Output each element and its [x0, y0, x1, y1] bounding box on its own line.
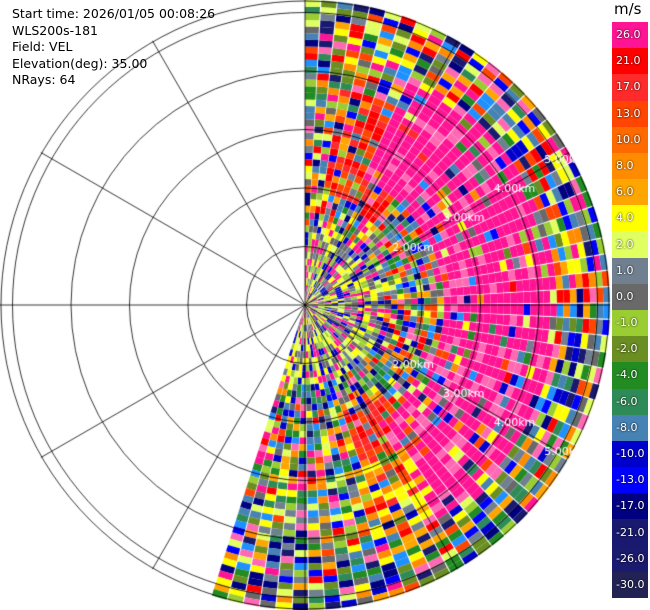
colorbar-tick-label: -6.0 [616, 394, 638, 408]
colorbar-swatch [612, 74, 648, 102]
colorbar-swatch [612, 205, 648, 232]
colorbar-tick-label: 4.0 [616, 211, 634, 225]
colorbar-swatch [612, 22, 648, 49]
colorbar-swatch [612, 283, 648, 311]
colorbar-tick-label: -17.0 [616, 499, 645, 513]
field-text: Field: VEL [12, 39, 73, 54]
colorbar-tick-label: -1.0 [616, 316, 638, 330]
colorbar-swatch [612, 545, 648, 573]
colorbar-tick-label: 0.0 [616, 289, 634, 303]
colorbar-tick-label: -10.0 [616, 447, 645, 460]
colorbar-tick-label: 26.0 [616, 28, 641, 42]
colorbar-tick-label: -2.0 [616, 342, 638, 356]
colorbar-tick-label: -4.0 [616, 368, 638, 382]
colorbar-swatch [612, 440, 648, 468]
colorbar-swatch [612, 467, 648, 494]
colorbar-swatch [612, 571, 648, 599]
start-time-text: Start time: 2026/01/05 00:08:26 [12, 6, 216, 21]
colorbar-swatch [612, 388, 648, 416]
colorbar-tick-label: 2.0 [616, 237, 634, 251]
colorbar-swatch [612, 152, 648, 180]
colorbar-unit: m/s [614, 0, 642, 18]
colorbar-swatch [612, 493, 648, 520]
colorbar-swatch [612, 48, 648, 75]
colorbar-tick-label: 21.0 [616, 54, 641, 68]
colorbar-swatch [612, 310, 648, 337]
colorbar-tick-label: 1.0 [616, 263, 634, 277]
colorbar-swatch [612, 126, 648, 154]
colorbar-tick-label: 8.0 [616, 159, 634, 172]
colorbar-swatch [612, 257, 648, 285]
nrays-text: NRays: 64 [12, 72, 76, 87]
colorbar-tick-label: -30.0 [616, 577, 645, 591]
plot-metadata: Start time: 2026/01/05 00:08:26 WLS200s-… [12, 6, 215, 89]
colorbar-tick-label: -21.0 [616, 525, 645, 539]
colorbar-tick-label: -8.0 [616, 420, 638, 434]
colorbar-tick-label: 17.0 [616, 80, 641, 94]
colorbar-swatch [612, 336, 648, 363]
colorbar-tick-label: 13.0 [616, 106, 641, 120]
colorbar-tick-label: 6.0 [616, 185, 634, 199]
elevation-text: Elevation(deg): 35.00 [12, 55, 148, 71]
colorbar-swatch [612, 519, 648, 547]
colorbar-swatch [612, 179, 648, 206]
instrument-text: WLS200s-181 [12, 22, 98, 38]
colorbar-swatch [612, 362, 648, 390]
colorbar-tick-label: -26.0 [616, 551, 645, 565]
colorbar-swatch [612, 414, 648, 442]
colorbar-tick-label: 10.0 [616, 132, 641, 146]
colorbar-swatch [612, 231, 648, 259]
colorbar-swatch [612, 100, 648, 128]
colorbar-tick-label: -13.0 [616, 473, 645, 487]
